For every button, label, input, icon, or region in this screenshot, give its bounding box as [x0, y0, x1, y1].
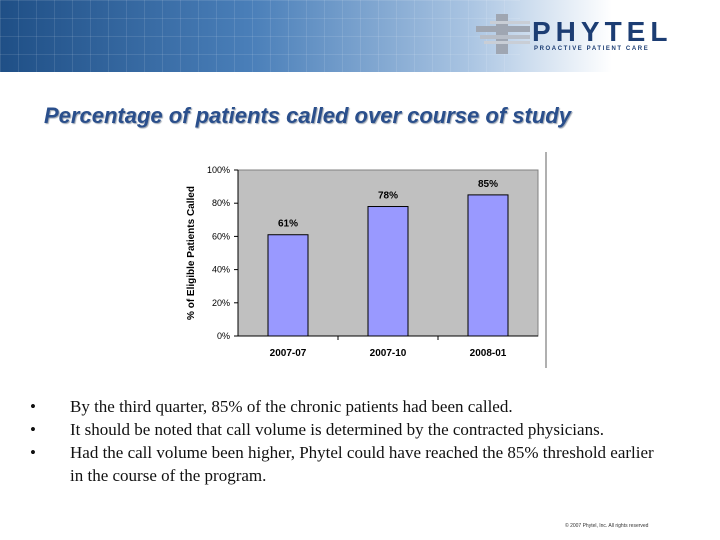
bullet-text: It should be noted that call volume is d…	[70, 420, 604, 439]
header-grid-pattern	[0, 0, 520, 72]
x-tick-label: 2007-07	[270, 348, 307, 359]
y-tick-label: 60%	[212, 231, 230, 241]
bar	[367, 206, 409, 337]
bullet-item: • By the third quarter, 85% of the chroni…	[30, 395, 670, 418]
y-tick-label: 20%	[212, 298, 230, 308]
bar-data-label: 61%	[278, 219, 298, 230]
bar-chart: 0% 20% 40% 60% 80% 100% 61% 2007-07 78% 2007-10 85…	[180, 150, 550, 370]
x-tick-label: 2007-10	[370, 348, 407, 359]
bullet-marker: •	[30, 397, 36, 416]
bullet-list: • By the third quarter, 85% of the chroni…	[30, 395, 670, 487]
bar-data-label: 85%	[478, 179, 498, 190]
slide-title: Percentage of patients called over cours…	[44, 103, 571, 128]
y-tick-label: 0%	[217, 331, 230, 341]
bar-data-label: 78%	[378, 191, 398, 202]
bullet-item: • Had the call volume been higher, Phytel…	[30, 441, 670, 487]
y-axis-title: % of Eligible Patients Called	[186, 186, 197, 320]
y-tick-label: 100%	[207, 165, 230, 175]
y-tick-label: 80%	[212, 198, 230, 208]
header-banner	[0, 0, 720, 72]
bullet-item: • It should be noted that call volume is …	[30, 418, 670, 441]
logo-wordmark: PHYTEL	[532, 16, 673, 47]
bullet-text: Had the call volume been higher, Phytel …	[70, 443, 654, 485]
chart-svg: 0% 20% 40% 60% 80% 100% 61% 2007-07 78% 2007-10 85…	[180, 150, 547, 369]
bullet-marker: •	[30, 443, 36, 462]
bullet-marker: •	[30, 420, 36, 439]
cross-logo-icon	[476, 14, 530, 54]
bullet-text: By the third quarter, 85% of the chronic…	[70, 397, 513, 416]
x-tick-label: 2008-01	[470, 348, 507, 359]
bar	[267, 234, 309, 337]
logo-tagline: PROACTIVE PATIENT CARE	[534, 46, 650, 52]
copyright-footer: © 2007 Phytel, Inc. All rights reserved	[565, 523, 649, 529]
y-tick-label: 40%	[212, 265, 230, 275]
phytel-logo: PHYTEL PROACTIVE PATIENT CARE	[476, 10, 686, 58]
bar	[467, 194, 509, 337]
